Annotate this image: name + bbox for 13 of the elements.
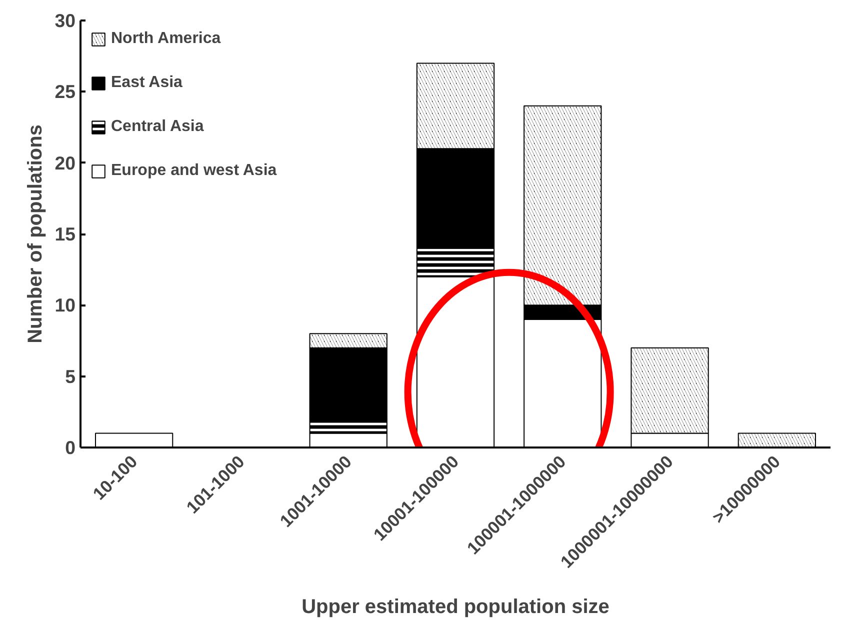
y-axis-title: Number of populations [24,124,47,344]
y-tick-label: 10 [54,294,76,316]
legend-label: East Asia [111,74,182,92]
y-tick-label: 20 [54,152,76,174]
y-tick-label: 5 [65,366,76,387]
legend-label: Central Asia [111,118,204,136]
legend-label: North America [111,30,221,48]
y-tick-label: 0 [65,437,76,458]
x-axis-title: Upper estimated population size [302,596,610,618]
y-tick-label: 15 [54,224,76,244]
y-tick-label: 25 [54,81,76,102]
y-tick-label: 30 [54,10,76,31]
legend-label: Europe and west Asia [111,162,277,180]
